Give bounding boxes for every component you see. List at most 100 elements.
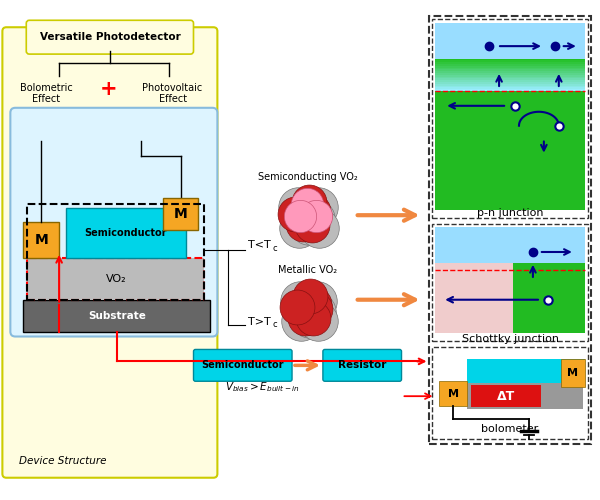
Bar [436,76,584,78]
Bar [436,66,584,68]
Point [314,224,323,232]
Bar [27,204,205,300]
Text: M: M [567,368,578,378]
Point [311,308,321,316]
Point [305,314,314,322]
Bar [436,80,584,82]
Bar [436,88,584,89]
Text: M: M [173,207,187,221]
Bar [436,227,584,263]
Text: Semiconducting VO₂: Semiconducting VO₂ [258,172,358,182]
Point [298,306,307,314]
Text: Schottky junction: Schottky junction [461,334,559,344]
Bar [436,70,584,71]
Point [302,200,311,208]
Text: bolometer: bolometer [481,424,539,434]
Bar [436,84,584,86]
Bar [433,348,587,439]
Point [308,206,318,214]
Point [296,212,305,220]
Text: ΔT: ΔT [497,390,515,402]
Point [297,212,307,220]
Bar [23,222,59,258]
Point [296,317,305,325]
Text: Versatile Photodetector: Versatile Photodetector [40,32,180,42]
Bar [436,75,584,76]
Point [308,314,318,322]
Bar [436,82,584,84]
FancyBboxPatch shape [193,350,292,382]
Bar [561,360,584,387]
Point [313,203,323,211]
Bar [436,58,584,60]
Text: Metallic VO₂: Metallic VO₂ [278,265,338,275]
Bar [436,64,584,66]
Bar [436,68,584,70]
FancyBboxPatch shape [10,108,217,336]
Bar [436,89,584,91]
Point [299,220,308,228]
Bar [467,360,584,387]
Point [310,212,319,220]
Point [293,203,303,211]
Point [312,296,322,304]
Point [301,300,310,308]
Bar [433,224,587,342]
Bar [436,73,584,75]
Point [310,306,320,314]
Point [305,210,314,218]
Point [304,198,314,206]
Text: Resistor: Resistor [338,360,386,370]
Point [299,206,309,214]
Text: T<T: T<T [248,240,271,250]
Text: M: M [34,233,48,247]
Point [299,310,309,318]
Point [308,221,317,229]
Bar [66,208,185,258]
Bar [436,78,584,80]
Point [301,314,310,322]
Bar [513,263,584,332]
Text: p-n junction: p-n junction [477,208,543,218]
Point [310,300,319,308]
Text: Bolometric: Bolometric [20,83,73,93]
Text: Semiconductor: Semiconductor [201,360,284,370]
Bar [436,86,584,87]
Text: Substrate: Substrate [88,310,146,320]
Text: M: M [448,389,459,399]
Bar [436,60,584,62]
Bar [436,91,584,210]
Point [305,292,314,300]
Text: +: + [100,79,118,99]
Text: Effect: Effect [32,94,60,104]
Bar [467,384,583,409]
Bar [23,300,211,332]
Point [290,210,300,218]
Bar [27,258,205,300]
Text: Effect: Effect [158,94,187,104]
Bar [471,385,541,407]
Point [313,317,323,325]
Point [304,221,314,229]
Bar [430,16,590,444]
Text: T>T: T>T [248,316,271,326]
Bar [433,20,587,218]
Point [310,215,320,223]
Point [294,224,304,232]
Point [306,304,316,312]
Bar [163,198,199,230]
FancyBboxPatch shape [323,350,401,382]
Bar [436,62,584,64]
Point [295,296,305,304]
Text: c: c [272,320,277,329]
Bar [436,71,584,73]
FancyBboxPatch shape [26,20,193,54]
Text: VO₂: VO₂ [106,274,126,284]
Text: Photovoltaic: Photovoltaic [142,83,203,93]
Bar [436,263,513,332]
Point [299,216,308,224]
Bar [436,24,584,59]
Text: Device Structure: Device Structure [19,456,107,466]
Point [292,303,302,311]
Point [311,212,320,220]
